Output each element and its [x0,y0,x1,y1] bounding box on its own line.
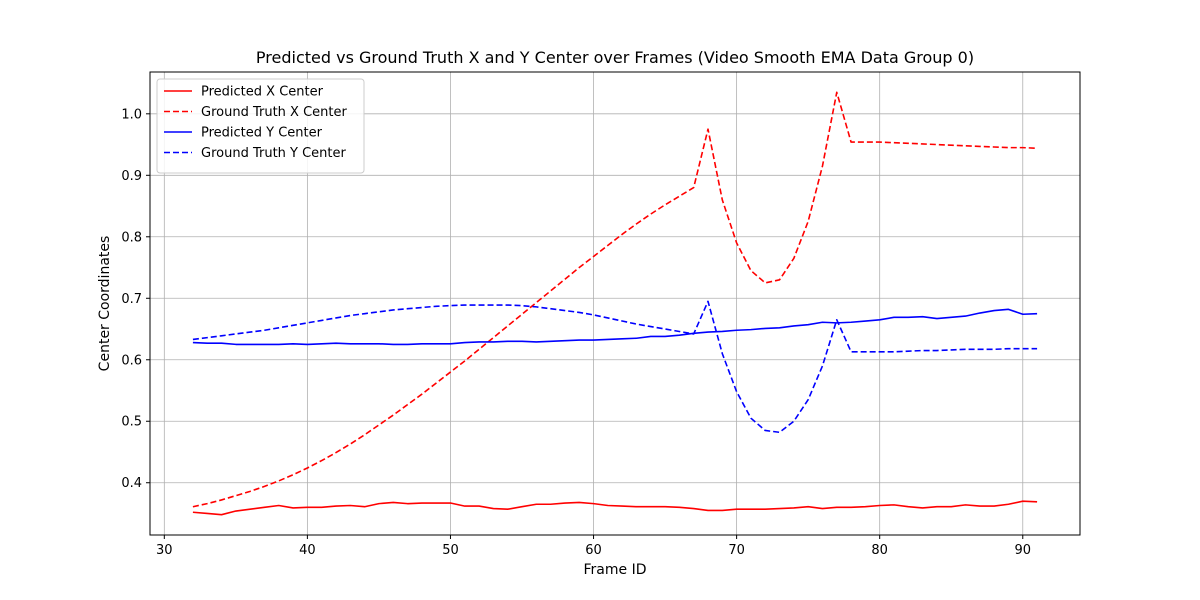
x-tick-label: 70 [728,543,745,558]
y-axis-label: Center Coordinates [97,236,113,372]
series-line-predicted-x-center [192,500,1038,516]
x-tick-label: 30 [156,543,173,558]
chart-title: Predicted vs Ground Truth X and Y Center… [256,48,974,67]
legend-label: Predicted X Center [201,85,324,100]
grid [150,72,1080,535]
y-tick-label: 0.4 [121,476,142,491]
x-tick-label: 80 [871,543,888,558]
y-tick-label: 0.9 [121,169,142,184]
x-tick-label: 60 [585,543,602,558]
y-tick-label: 0.8 [121,230,142,245]
y-tick-label: 0.7 [121,292,142,307]
series-line-ground-truth-y-center [192,300,1038,434]
y-tick-label: 1.0 [121,107,142,122]
x-tick-label: 40 [299,543,316,558]
axis-ticks: 30 40 50 60 70 80 90 0.4 0.5 0.6 0.7 0.8 0.9 1.0 [121,107,1031,558]
legend-label: Predicted Y Center [201,126,323,141]
y-tick-label: 0.6 [121,353,142,368]
series-line-predicted-y-center [192,308,1038,346]
legend-label: Ground Truth Y Center [201,146,347,161]
x-tick-label: 90 [1014,543,1031,558]
series-line-ground-truth-x-center [192,91,1038,508]
x-axis-label: Frame ID [584,562,647,578]
y-tick-label: 0.5 [121,415,142,430]
legend: Predicted X Center Ground Truth X Center P… [156,78,365,174]
plot-frame [149,71,1081,536]
series-lines [192,91,1038,516]
x-tick-label: 50 [442,543,459,558]
legend-label: Ground Truth X Center [201,105,347,120]
legend-box [156,78,365,174]
